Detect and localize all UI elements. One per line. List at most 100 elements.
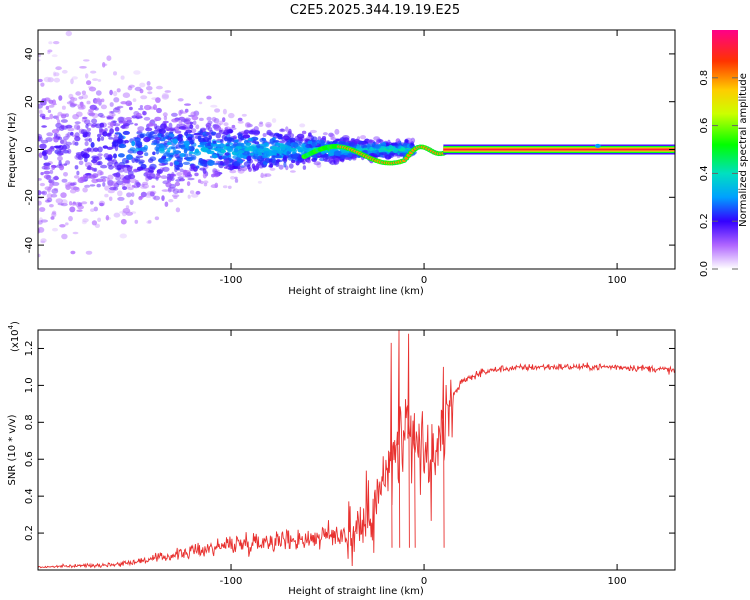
- heatmap-cell: [129, 106, 133, 111]
- heatmap-cell: [80, 101, 84, 108]
- heatmap-cell: [208, 135, 212, 140]
- heatmap-cell: [222, 108, 227, 115]
- heatmap-cell: [348, 141, 355, 148]
- heatmap-cell: [61, 199, 68, 205]
- heatmap-cell: [44, 186, 52, 191]
- heatmap-cell: [171, 173, 177, 177]
- heatmap-cell: [148, 123, 156, 127]
- heatmap-cell: [122, 208, 131, 214]
- heatmap-cell: [155, 97, 161, 103]
- heatmap-cell: [388, 144, 394, 150]
- heatmap-cell: [83, 59, 90, 62]
- heatmap-cell: [210, 184, 218, 189]
- heatmap-cell: [269, 167, 276, 171]
- heatmap-cell: [142, 181, 149, 186]
- heatmap-cell: [200, 147, 205, 151]
- heatmap-cell: [145, 127, 153, 132]
- heatmap-cell: [186, 181, 191, 187]
- heatmap-cell: [193, 166, 198, 172]
- heatmap-cell: [139, 89, 144, 94]
- heatmap-cell: [49, 113, 54, 120]
- heatmap-cell: [135, 141, 143, 146]
- heatmap-cell: [369, 147, 374, 152]
- heatmap-cell: [94, 99, 100, 104]
- heatmap-cell: [156, 169, 163, 174]
- heatmap-cell: [177, 133, 183, 138]
- heatmap-cell: [169, 152, 175, 156]
- heatmap-cell: [97, 153, 103, 157]
- heatmap-cell: [61, 178, 68, 183]
- heatmap-cell: [178, 144, 186, 148]
- heatmap-cell: [188, 151, 196, 155]
- heatmap-cell: [84, 138, 90, 142]
- heatmap-cell: [203, 182, 208, 187]
- heatmap-cell: [69, 201, 73, 206]
- heatmap-cell: [195, 190, 201, 195]
- heatmap-cell: [399, 152, 404, 157]
- heatmap-cell: [109, 186, 117, 191]
- heatmap-cell: [97, 217, 101, 222]
- heatmap-cell: [307, 159, 311, 164]
- heatmap-cell: [43, 174, 51, 179]
- heatmap-cell: [271, 149, 279, 154]
- heatmap-cell: [289, 137, 296, 143]
- heatmap-cell: [112, 123, 121, 127]
- heatmap-cell: [268, 158, 273, 163]
- heatmap-cell: [387, 139, 391, 145]
- heatmap-cell: [65, 30, 73, 37]
- heatmap-cell: [197, 179, 202, 184]
- heatmap-cell: [190, 111, 197, 117]
- heatmap-cell: [278, 164, 284, 170]
- heatmap-cell: [293, 153, 300, 158]
- heatmap-cell: [263, 142, 270, 148]
- heatmap-cell: [397, 146, 401, 150]
- heatmap-cell: [113, 212, 121, 218]
- heatmap-cell: [38, 78, 43, 83]
- heatmap-cell: [252, 130, 260, 136]
- heatmap-cell: [69, 103, 76, 108]
- heatmap-cell: [174, 160, 180, 166]
- spectrogram-heatmap: [38, 30, 675, 258]
- heatmap-cell: [69, 201, 73, 206]
- heatmap-cell: [73, 97, 78, 102]
- heatmap-cell: [120, 218, 127, 225]
- heatmap-cell: [162, 180, 169, 185]
- heatmap-cell: [75, 111, 83, 117]
- heatmap-cell: [167, 176, 172, 183]
- heatmap-cell: [334, 128, 340, 135]
- snr-scale-base: (x10: [10, 329, 21, 352]
- heatmap-cell: [275, 155, 282, 159]
- heatmap-cell: [138, 196, 143, 201]
- heatmap-cell: [104, 185, 110, 191]
- heatmap-cell: [61, 114, 67, 119]
- heatmap-cell: [190, 128, 197, 134]
- heatmap-cell: [136, 130, 143, 134]
- heatmap-cell: [241, 113, 247, 117]
- heatmap-cell: [156, 107, 162, 114]
- heatmap-cell: [80, 104, 86, 110]
- heatmap-cell: [151, 185, 156, 188]
- heatmap-cell: [101, 98, 105, 103]
- x-tick-label: -100: [220, 275, 243, 286]
- heatmap-cell: [87, 110, 94, 116]
- heatmap-cell: [69, 96, 75, 101]
- heatmap-cell: [43, 166, 51, 170]
- heatmap-cell: [175, 207, 181, 213]
- heatmap-cell: [271, 145, 278, 151]
- heatmap-cell: [162, 112, 168, 117]
- heatmap-cell: [292, 142, 299, 148]
- heatmap-cell: [188, 146, 195, 152]
- spectrogram-panel: -100 0 100 -40 -20 0 20 40 Height of straight l…: [7, 29, 676, 297]
- heatmap-cell: [96, 183, 101, 188]
- heatmap-cell: [38, 78, 43, 83]
- heatmap-cell: [286, 150, 290, 157]
- heatmap-cell: [134, 158, 139, 163]
- heatmap-cell: [283, 161, 287, 168]
- heatmap-cell: [46, 193, 53, 199]
- heatmap-cell: [118, 153, 125, 158]
- heatmap-cell: [96, 97, 101, 103]
- heatmap-cell: [49, 204, 54, 208]
- heatmap-cell: [234, 139, 239, 143]
- heatmap-cell: [148, 122, 154, 127]
- heatmap-cell: [214, 108, 221, 113]
